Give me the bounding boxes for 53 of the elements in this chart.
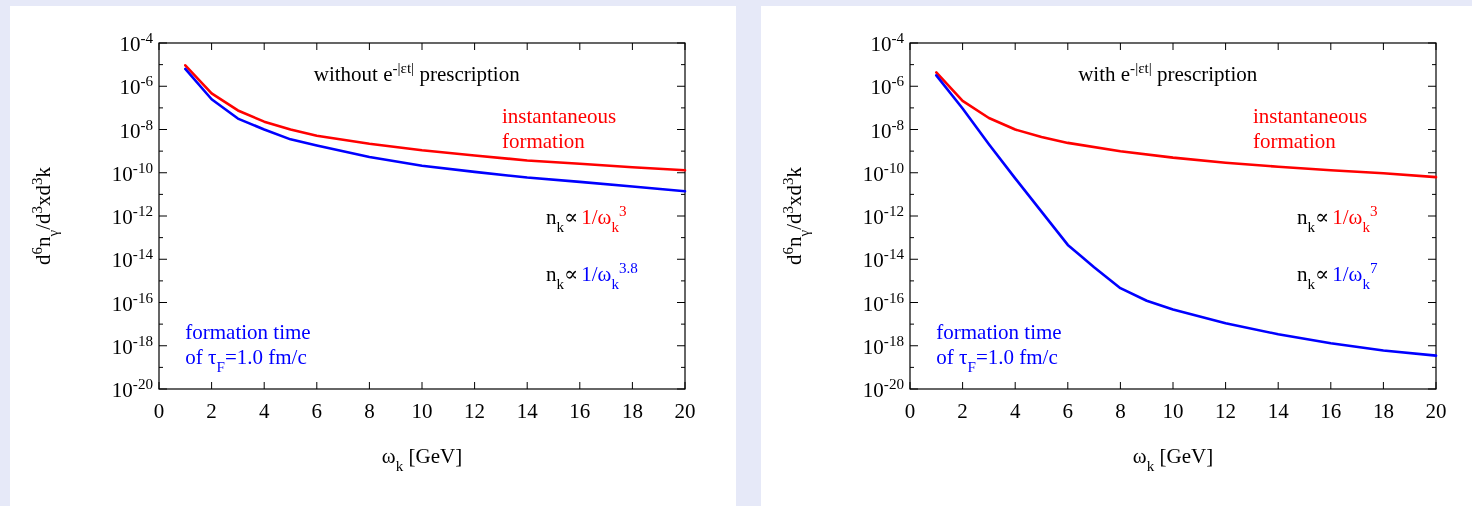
x-tick-label: 8 (364, 399, 375, 423)
y-tick-label: 10$^{-8}$ (119, 116, 153, 143)
y-tick-label: 10$^{-12}$ (862, 203, 904, 229)
x-tick-label: 12 (1215, 399, 1237, 423)
text: formation time of τ$_{F}$=1.0 fm/c (936, 320, 1062, 375)
y-tick-label: 10$^{-18}$ (862, 332, 904, 359)
line-series (184, 64, 687, 172)
y-tick-label: 10$^{-10}$ (862, 159, 904, 186)
x-tick-label: 0 (153, 399, 165, 423)
annotation: n$_{k}$∝ (545, 205, 579, 235)
x-tick-label: 20 (1425, 399, 1447, 423)
y-tick-label: 10$^{-8}$ (870, 116, 904, 143)
x-tick-label: 14 (1267, 399, 1290, 423)
annotation: without e$^{-|εt|}$ prescription (313, 60, 521, 86)
series-label: instantaneous formation (501, 104, 617, 153)
x-tick-label: 16 (1320, 399, 1342, 423)
series-label: instantaneous formation (1252, 104, 1368, 153)
x-tick-label: 8 (1115, 399, 1126, 423)
y-tick-label: 10$^{-4}$ (870, 30, 905, 56)
x-tick-label: 2 (206, 399, 217, 423)
annotation: n$_{k}$∝ (545, 262, 579, 292)
x-tick-label: 12 (464, 399, 486, 423)
y-tick-label: 10$^{-10}$ (111, 159, 153, 186)
x-tick-label: 0 (904, 399, 916, 423)
x-tick-label: 2 (957, 399, 968, 423)
x-axis-title: ω$_{k}$ [GeV] (1132, 444, 1214, 474)
y-tick-label: 10$^{-4}$ (119, 30, 154, 56)
y-tick-label: 10$^{-14}$ (111, 246, 154, 273)
y-tick-label: 10$^{-20}$ (862, 376, 904, 402)
x-tick-label: 16 (569, 399, 591, 423)
x-tick-label: 10 (1162, 399, 1184, 423)
x-tick-label: 18 (621, 399, 643, 423)
y-tick-label: 10$^{-18}$ (111, 332, 153, 359)
x-tick-label: 4 (1009, 399, 1021, 423)
x-axis-title: ω$_{k}$ [GeV] (381, 444, 463, 474)
x-tick-label: 10 (411, 399, 433, 423)
x-tick-label: 4 (258, 399, 270, 423)
y-tick-label: 10$^{-14}$ (862, 246, 905, 273)
annotation: with e$^{-|εt|}$ prescription (1078, 60, 1258, 86)
annotation: n$_{k}$∝ (1296, 205, 1330, 235)
x-tick-label: 6 (1062, 399, 1074, 423)
y-tick-label: 10$^{-16}$ (111, 289, 154, 316)
y-tick-label: 10$^{-16}$ (862, 289, 905, 316)
y-tick-label: 10$^{-6}$ (119, 73, 154, 100)
annotation: n$_{k}$∝ (1296, 262, 1330, 292)
text: formation time of τ$_{F}$=1.0 fm/c (185, 320, 311, 375)
y-tick-label: 10$^{-12}$ (111, 203, 153, 229)
x-tick-label: 6 (311, 399, 323, 423)
y-tick-label: 10$^{-6}$ (870, 73, 905, 100)
x-tick-label: 18 (1372, 399, 1394, 423)
y-tick-label: 10$^{-20}$ (111, 376, 153, 402)
x-tick-label: 20 (674, 399, 696, 423)
x-tick-label: 14 (516, 399, 539, 423)
